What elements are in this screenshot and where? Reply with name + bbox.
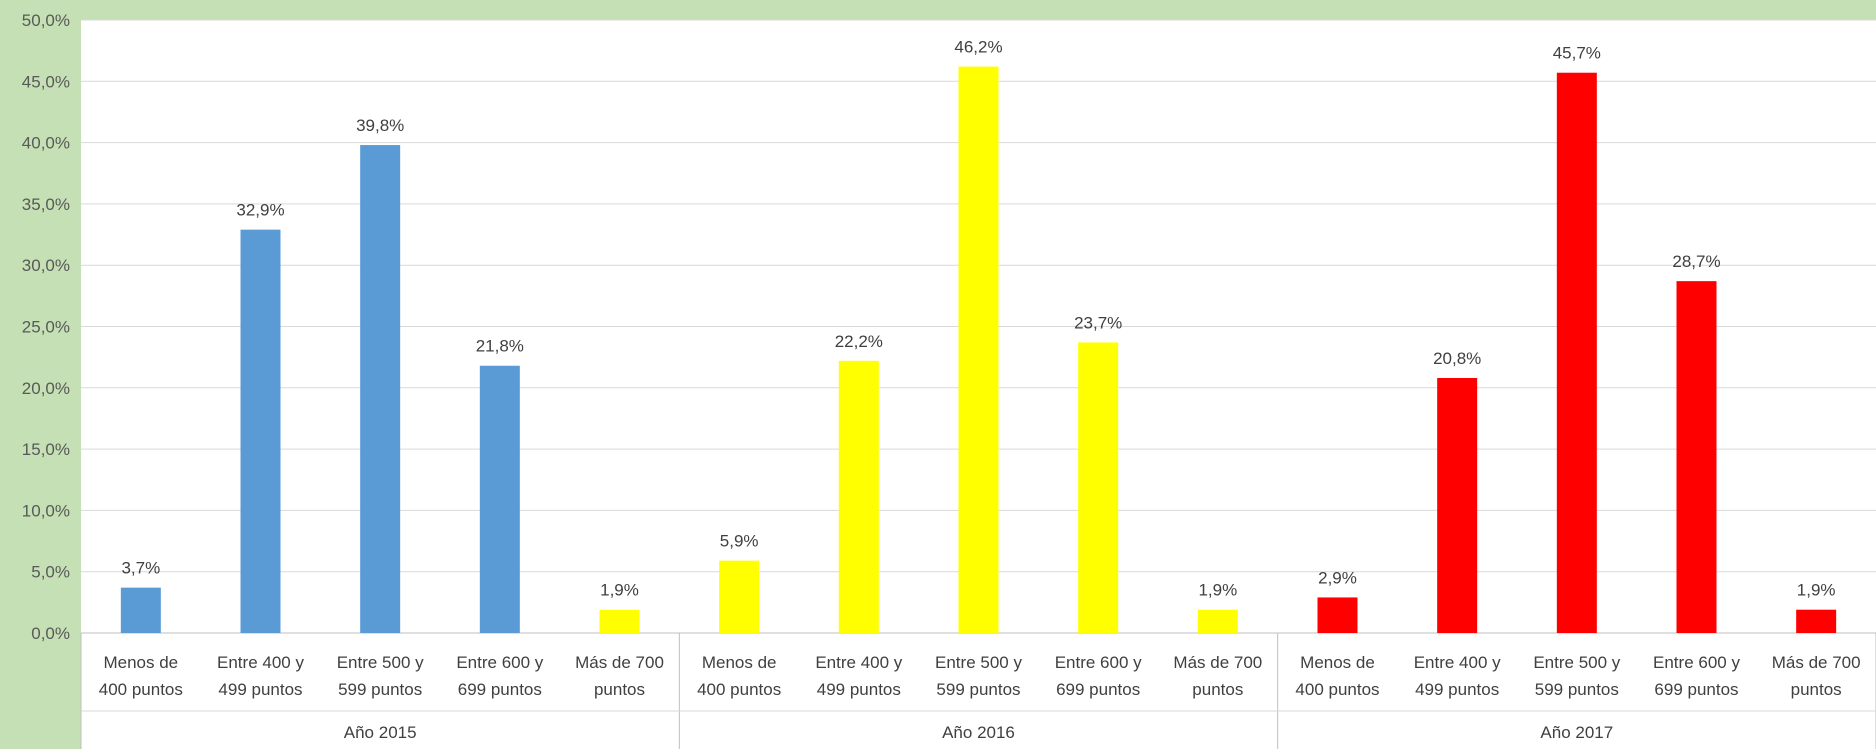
bar bbox=[1796, 609, 1837, 633]
category-label: 599 puntos bbox=[338, 680, 422, 699]
data-label: 2,9% bbox=[1318, 568, 1357, 587]
data-label: 22,2% bbox=[835, 332, 883, 351]
category-label: 400 puntos bbox=[1295, 680, 1379, 699]
data-labels: 3,7% 32,9% 39,8% 21,8% 1,9% 5,9% 22,2% 46,2% 23,… bbox=[121, 38, 1835, 600]
bar bbox=[1078, 342, 1119, 633]
category-label: Entre 600 y bbox=[1653, 653, 1740, 672]
group-label: Año 2017 bbox=[1540, 723, 1613, 742]
group-label: Año 2015 bbox=[344, 723, 417, 742]
y-tick-label: 15,0% bbox=[22, 440, 70, 459]
category-label: Más de 700 bbox=[575, 653, 664, 672]
category-label: 699 puntos bbox=[1654, 680, 1738, 699]
category-label: Entre 500 y bbox=[337, 653, 424, 672]
category-label: 599 puntos bbox=[936, 680, 1020, 699]
category-label: Menos de bbox=[103, 653, 178, 672]
data-label: 39,8% bbox=[356, 116, 404, 135]
y-tick-label: 50,0% bbox=[22, 11, 70, 30]
category-label: Entre 400 y bbox=[1414, 653, 1501, 672]
category-label: 400 puntos bbox=[99, 680, 183, 699]
category-label: Más de 700 bbox=[1772, 653, 1861, 672]
bar bbox=[719, 560, 760, 633]
y-tick-label: 5,0% bbox=[31, 563, 70, 582]
category-label: Entre 400 y bbox=[815, 653, 902, 672]
category-label: Entre 600 y bbox=[456, 653, 543, 672]
y-tick-label: 0,0% bbox=[31, 624, 70, 643]
bar bbox=[1437, 377, 1478, 633]
y-tick-label: 25,0% bbox=[22, 318, 70, 337]
data-label: 32,9% bbox=[236, 201, 284, 220]
y-tick-label: 35,0% bbox=[22, 195, 70, 214]
category-label: puntos bbox=[1192, 680, 1243, 699]
category-label: Entre 500 y bbox=[935, 653, 1022, 672]
data-label: 20,8% bbox=[1433, 349, 1481, 368]
data-label: 21,8% bbox=[476, 337, 524, 356]
bar bbox=[958, 66, 999, 633]
bar bbox=[360, 145, 401, 633]
category-labels: Menos de 400 puntos Entre 400 y 499 puntos E… bbox=[99, 653, 1861, 699]
data-label: 1,9% bbox=[600, 581, 639, 600]
data-label: 5,9% bbox=[720, 532, 759, 551]
y-tick-label: 45,0% bbox=[22, 72, 70, 91]
bars bbox=[120, 66, 1837, 633]
bar bbox=[1676, 281, 1717, 633]
category-label: 400 puntos bbox=[697, 680, 781, 699]
category-label: 699 puntos bbox=[1056, 680, 1140, 699]
bar bbox=[1317, 597, 1358, 633]
bar bbox=[599, 609, 640, 633]
data-label: 1,9% bbox=[1198, 581, 1237, 600]
category-label: puntos bbox=[594, 680, 645, 699]
group-label: Año 2016 bbox=[942, 723, 1015, 742]
category-label: 499 puntos bbox=[817, 680, 901, 699]
category-label: 599 puntos bbox=[1535, 680, 1619, 699]
y-axis-ticks: 0,0% 5,0% 10,0% 15,0% 20,0% 25,0% 30,0% 35,0% 40… bbox=[22, 11, 70, 643]
y-tick-label: 40,0% bbox=[22, 134, 70, 153]
data-label: 3,7% bbox=[121, 559, 160, 578]
bar bbox=[1556, 72, 1597, 633]
category-label: Menos de bbox=[702, 653, 777, 672]
category-label: Entre 600 y bbox=[1055, 653, 1142, 672]
category-label: puntos bbox=[1791, 680, 1842, 699]
data-label: 46,2% bbox=[954, 38, 1002, 57]
data-label: 1,9% bbox=[1797, 581, 1836, 600]
category-label: 699 puntos bbox=[458, 680, 542, 699]
y-tick-label: 30,0% bbox=[22, 256, 70, 275]
data-label: 23,7% bbox=[1074, 313, 1122, 332]
category-label: Entre 400 y bbox=[217, 653, 304, 672]
data-label: 28,7% bbox=[1672, 252, 1720, 271]
y-tick-label: 10,0% bbox=[22, 501, 70, 520]
bar bbox=[838, 360, 879, 633]
data-label: 45,7% bbox=[1553, 44, 1601, 63]
category-label: Entre 500 y bbox=[1533, 653, 1620, 672]
bar bbox=[120, 587, 161, 633]
bar bbox=[240, 229, 281, 633]
category-label: 499 puntos bbox=[218, 680, 302, 699]
bar bbox=[479, 365, 520, 633]
y-tick-label: 20,0% bbox=[22, 379, 70, 398]
bar bbox=[1197, 609, 1238, 633]
category-label: Más de 700 bbox=[1173, 653, 1262, 672]
category-label: 499 puntos bbox=[1415, 680, 1499, 699]
category-label: Menos de bbox=[1300, 653, 1375, 672]
group-labels: Año 2015 Año 2016 Año 2017 bbox=[80, 633, 1876, 749]
